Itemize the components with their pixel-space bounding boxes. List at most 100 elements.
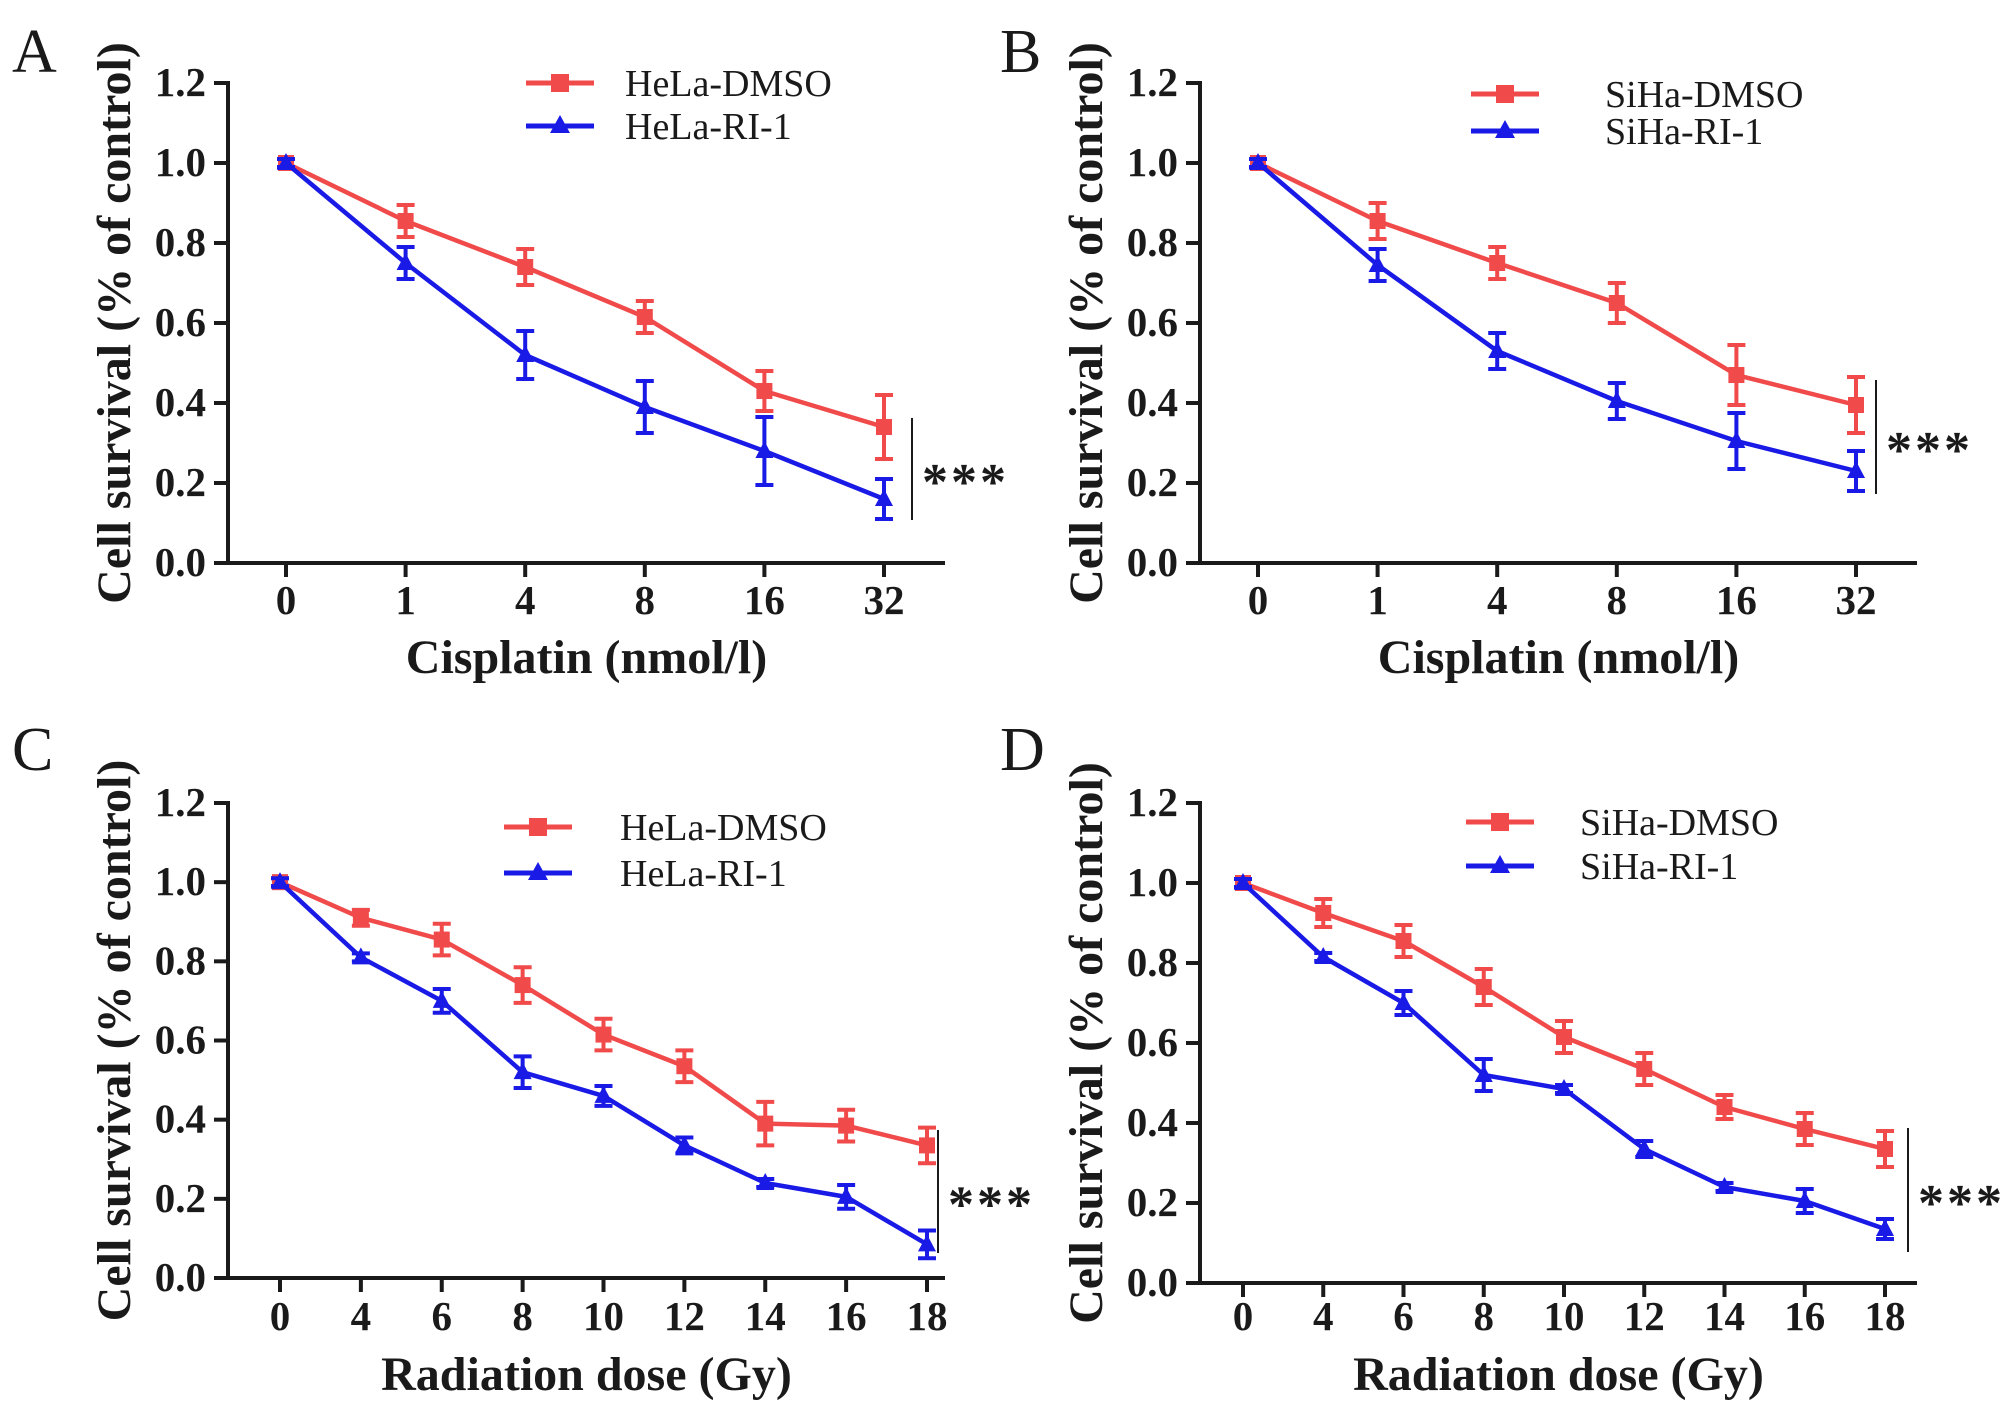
data-point: [1368, 255, 1387, 272]
y-tick-label: 0.6: [1127, 1019, 1178, 1065]
data-point: [919, 1137, 935, 1154]
data-point: [756, 1173, 775, 1190]
data-point: [517, 259, 534, 275]
x-tick-label: 10: [1544, 1293, 1585, 1339]
y-axis-title: Cell survival (% of control): [1060, 42, 1113, 604]
series-siha-ri-1: [1234, 873, 1894, 1241]
data-point: [1876, 1219, 1894, 1236]
data-point: [1315, 905, 1332, 921]
data-point: [837, 1186, 856, 1204]
data-point: [1847, 461, 1865, 478]
legend-entry: SiHa-RI-1: [1466, 846, 1738, 888]
y-tick-label: 0.8: [1127, 219, 1178, 265]
legend-marker: [528, 862, 548, 880]
y-axis-title: Cell survival (% of control): [88, 760, 141, 1322]
y-tick-label: 1.2: [155, 59, 206, 105]
legend-label: HeLa-RI-1: [620, 853, 787, 895]
x-tick-label: 16: [1784, 1293, 1825, 1339]
legend-label: SiHa-DMSO: [1605, 74, 1803, 116]
data-point: [351, 947, 370, 965]
data-point: [636, 309, 653, 325]
y-tick-label: 0.8: [155, 937, 206, 983]
data-point: [1728, 367, 1745, 383]
data-point: [635, 397, 654, 414]
x-tick-label: 14: [745, 1293, 786, 1339]
data-point: [755, 441, 774, 458]
legend-marker: [1496, 85, 1514, 103]
x-tick-label: 0: [270, 1293, 291, 1339]
series-line: [1256, 161, 1857, 474]
data-point: [918, 1234, 936, 1252]
y-tick-label: 1.0: [155, 858, 206, 904]
data-point: [1475, 979, 1492, 995]
y-axis-title: Cell survival (% of control): [88, 42, 141, 604]
y-tick-label: 0.0: [155, 539, 206, 585]
y-tick-label: 1.0: [155, 139, 206, 185]
data-point: [838, 1117, 855, 1134]
x-tick-label: 16: [744, 577, 785, 623]
data-point: [397, 213, 414, 229]
series-hela-ri-1: [271, 872, 936, 1261]
y-tick-label: 1.2: [155, 779, 206, 825]
data-point: [1488, 341, 1507, 358]
series-line: [278, 880, 929, 1247]
x-axis-title: Radiation dose (Gy): [1353, 1348, 1764, 1401]
data-point: [1636, 1061, 1653, 1077]
legend-entry: HeLa-DMSO: [504, 807, 827, 849]
data-point: [676, 1058, 693, 1075]
y-tick-label: 0.4: [1127, 379, 1178, 425]
x-tick-label: 4: [1313, 1293, 1334, 1339]
y-tick-label: 0.6: [155, 299, 206, 345]
data-point: [352, 909, 369, 926]
data-point: [757, 1115, 774, 1132]
y-tick-label: 0.0: [1127, 1259, 1178, 1305]
y-tick-label: 0.0: [155, 1254, 206, 1300]
data-point: [1555, 1079, 1573, 1096]
data-point: [1249, 153, 1267, 170]
data-point: [1795, 1191, 1814, 1208]
data-point: [1314, 947, 1333, 964]
x-tick-label: 8: [1474, 1293, 1495, 1339]
chart-panel-d: D 0.0 0.2 0.4 0.6 0.8 1.0 1.2 0 4 6 8 10 12 14 16 18 Radi…: [1000, 716, 2002, 1401]
data-point: [1727, 431, 1746, 448]
y-tick-label: 1.0: [1127, 139, 1178, 185]
legend-entry: HeLa-DMSO: [526, 63, 832, 105]
x-tick-label: 0: [1248, 577, 1269, 623]
data-point: [516, 345, 535, 362]
series-siha-dmso: [1234, 875, 1894, 1169]
legend-label: HeLa-DMSO: [625, 63, 832, 105]
y-tick-label: 0.2: [1127, 1179, 1178, 1225]
y-tick-label: 1.2: [1127, 59, 1178, 105]
x-tick-label: 6: [432, 1293, 453, 1339]
chart-panel-a: A 0.0 0.2 0.4 0.6 0.8 1.0 1.2 0 1 4 8 16 32 Cisplatin …: [12, 18, 1006, 684]
x-tick-label: 4: [1487, 577, 1508, 623]
data-point: [433, 931, 450, 948]
legend-label: SiHa-RI-1: [1605, 111, 1763, 153]
y-tick-label: 0.4: [1127, 1099, 1178, 1145]
series-hela-dmso: [271, 874, 936, 1166]
data-point: [876, 419, 892, 435]
y-tick-label: 0.4: [155, 379, 206, 425]
significance-label: ***: [948, 1177, 1035, 1234]
x-tick-label: 32: [1836, 577, 1877, 623]
series-line: [1241, 881, 1886, 1232]
y-tick-label: 0.6: [1127, 299, 1178, 345]
data-point: [1556, 1029, 1572, 1045]
x-tick-label: 6: [1393, 1293, 1414, 1339]
data-point: [1394, 993, 1413, 1010]
data-point: [1608, 295, 1625, 311]
legend-entry: SiHa-DMSO: [1466, 802, 1778, 844]
x-tick-label: 32: [864, 577, 905, 623]
series-hela-ri-1: [277, 153, 893, 521]
chart-panel-b: B 0.0 0.2 0.4 0.6 0.8 1.0 1.2 0 1 4 8 16 32 Cisplatin …: [1000, 18, 1970, 684]
y-tick-label: 0.0: [1127, 539, 1178, 585]
data-point: [1474, 1065, 1493, 1082]
data-point: [756, 383, 773, 399]
data-point: [1489, 255, 1506, 271]
legend-entry: SiHa-DMSO: [1471, 74, 1803, 116]
series-line: [284, 161, 885, 502]
legend-marker: [1495, 120, 1515, 138]
y-tick-label: 0.2: [155, 1175, 206, 1221]
data-point: [277, 153, 295, 170]
